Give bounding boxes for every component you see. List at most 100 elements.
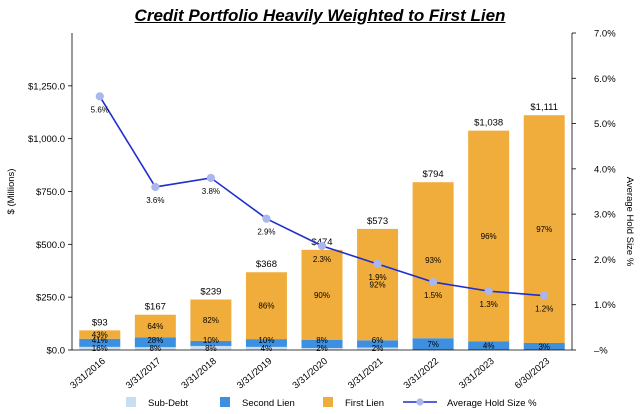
hold-size-label: 1.3% xyxy=(480,300,498,309)
legend-label: Average Hold Size % xyxy=(447,398,537,409)
hold-size-marker xyxy=(373,259,382,269)
bar-segment-first-lien xyxy=(301,249,343,340)
bar-segment-second-lien xyxy=(79,338,121,347)
right-axis-tick-label: –% xyxy=(594,346,608,357)
segment-label-second-lien: 10% xyxy=(203,336,219,345)
legend-swatch xyxy=(220,397,230,407)
segment-label-first-lien: 43% xyxy=(92,331,108,340)
left-axis-tick-label: $250.0 xyxy=(36,293,65,304)
segment-label-first-lien: 86% xyxy=(258,302,274,311)
bar-total-label: $167 xyxy=(145,302,166,313)
hold-size-label: 1.9% xyxy=(368,273,386,282)
bar-segment-second-lien xyxy=(245,339,287,347)
right-axis-tick-label: 4.0% xyxy=(594,164,616,175)
segment-label-second-lien: 3% xyxy=(538,342,550,351)
bar-segment-second-lien xyxy=(412,338,454,350)
hold-size-label: 3.8% xyxy=(202,187,220,196)
bar-total-label: $573 xyxy=(367,216,388,227)
bar-segment-sub-debt xyxy=(245,346,287,350)
x-axis-tick-label: 3/31/2023 xyxy=(457,356,496,392)
hold-size-marker xyxy=(151,182,160,192)
legend-swatch xyxy=(126,397,136,407)
bar-segment-sub-debt xyxy=(134,347,176,350)
segment-label-sub-debt: 4% xyxy=(261,344,273,353)
legend-label: Sub-Debt xyxy=(148,398,188,409)
bar-total-label: $1,038 xyxy=(474,118,503,129)
hold-size-marker xyxy=(540,291,549,300)
segment-label-sub-debt: 8% xyxy=(150,344,162,353)
x-axis-tick-label: 6/30/2023 xyxy=(513,356,552,392)
x-axis-tick-label: 3/31/2016 xyxy=(68,356,107,392)
segment-label-second-lien: 10% xyxy=(258,336,274,345)
bar-segment-sub-debt xyxy=(357,347,399,350)
right-axis-tick-label: 7.0% xyxy=(594,29,616,40)
hold-size-marker xyxy=(429,277,438,287)
hold-size-marker xyxy=(484,287,493,296)
hold-size-label: 1.5% xyxy=(424,291,442,300)
right-axis-tick-label: 3.0% xyxy=(594,210,616,221)
bar-segment-second-lien xyxy=(190,340,232,346)
left-axis-tick-label: $1,000.0 xyxy=(28,134,65,145)
x-axis-tick-label: 3/31/2017 xyxy=(124,356,163,392)
x-axis-tick-label: 3/31/2020 xyxy=(290,356,329,392)
segment-label-second-lien: 4% xyxy=(483,342,495,351)
bar-segment-second-lien xyxy=(301,339,343,348)
legend-swatch xyxy=(323,397,333,407)
segment-label-first-lien: 90% xyxy=(314,291,330,300)
segment-label-first-lien: 92% xyxy=(370,281,386,290)
bar-segment-first-lien xyxy=(79,330,121,339)
segment-label-second-lien: 28% xyxy=(147,336,163,345)
chart-title: Credit Portfolio Heavily Weighted to Fir… xyxy=(134,6,506,25)
x-axis-tick-label: 3/31/2018 xyxy=(179,356,218,392)
bar-segment-first-lien xyxy=(190,299,232,341)
bar-segment-sub-debt xyxy=(190,345,232,350)
bar-segment-sub-debt xyxy=(301,347,343,350)
bar-segment-second-lien xyxy=(468,341,510,350)
bar-segment-second-lien xyxy=(357,340,399,348)
segment-label-first-lien: 96% xyxy=(481,232,497,241)
segment-label-sub-debt: 2% xyxy=(372,344,384,353)
hold-size-label: 5.6% xyxy=(91,105,109,114)
y-axis-title: $ (Millions) xyxy=(6,169,17,215)
legend-label: Second Lien xyxy=(242,398,295,409)
segment-label-second-lien: 8% xyxy=(316,336,328,345)
hold-size-label: 3.6% xyxy=(146,196,164,205)
segment-label-first-lien: 93% xyxy=(425,256,441,265)
hold-size-marker xyxy=(95,92,104,101)
bar-total-label: $794 xyxy=(423,169,444,180)
x-axis-tick-label: 3/31/2022 xyxy=(402,356,441,392)
bar-total-label: $239 xyxy=(200,286,221,297)
segment-label-sub-debt: 8% xyxy=(205,344,217,353)
bar-segment-second-lien xyxy=(134,337,176,348)
hold-size-label: 2.9% xyxy=(257,228,275,237)
bar-segment-first-lien xyxy=(134,314,176,338)
segment-label-first-lien: 82% xyxy=(203,316,219,325)
right-axis-tick-label: 2.0% xyxy=(594,255,616,266)
segment-label-second-lien: 41% xyxy=(92,336,108,345)
bar-segment-first-lien xyxy=(468,130,510,342)
x-axis-tick-label: 3/31/2021 xyxy=(346,356,385,392)
bar-segment-first-lien xyxy=(357,228,399,341)
x-axis-tick-label: 3/31/2019 xyxy=(235,356,274,392)
bar-segment-sub-debt xyxy=(79,346,121,350)
hold-size-marker xyxy=(206,173,215,183)
segment-label-first-lien: 64% xyxy=(147,322,163,331)
segment-label-sub-debt: 2% xyxy=(316,344,328,353)
legend-line-marker xyxy=(416,398,424,406)
hold-size-label: 2.3% xyxy=(313,255,331,264)
segment-label-second-lien: 7% xyxy=(427,340,439,349)
bar-total-label: $93 xyxy=(92,317,108,328)
bar-total-label: $368 xyxy=(256,259,277,270)
left-axis-tick-label: $500.0 xyxy=(36,240,65,251)
hold-size-marker xyxy=(262,214,271,223)
left-axis-tick-label: $750.0 xyxy=(36,187,65,198)
segment-label-sub-debt: 16% xyxy=(92,344,108,353)
legend-label: First Lien xyxy=(345,398,384,409)
segment-label-first-lien: 97% xyxy=(536,225,552,234)
bar-total-label: $1,111 xyxy=(530,102,558,113)
hold-size-marker xyxy=(317,241,327,250)
bar-segment-first-lien xyxy=(412,182,454,339)
y2-axis-title: Average Hold Size % xyxy=(624,177,635,267)
bar-segment-second-lien xyxy=(523,342,565,350)
